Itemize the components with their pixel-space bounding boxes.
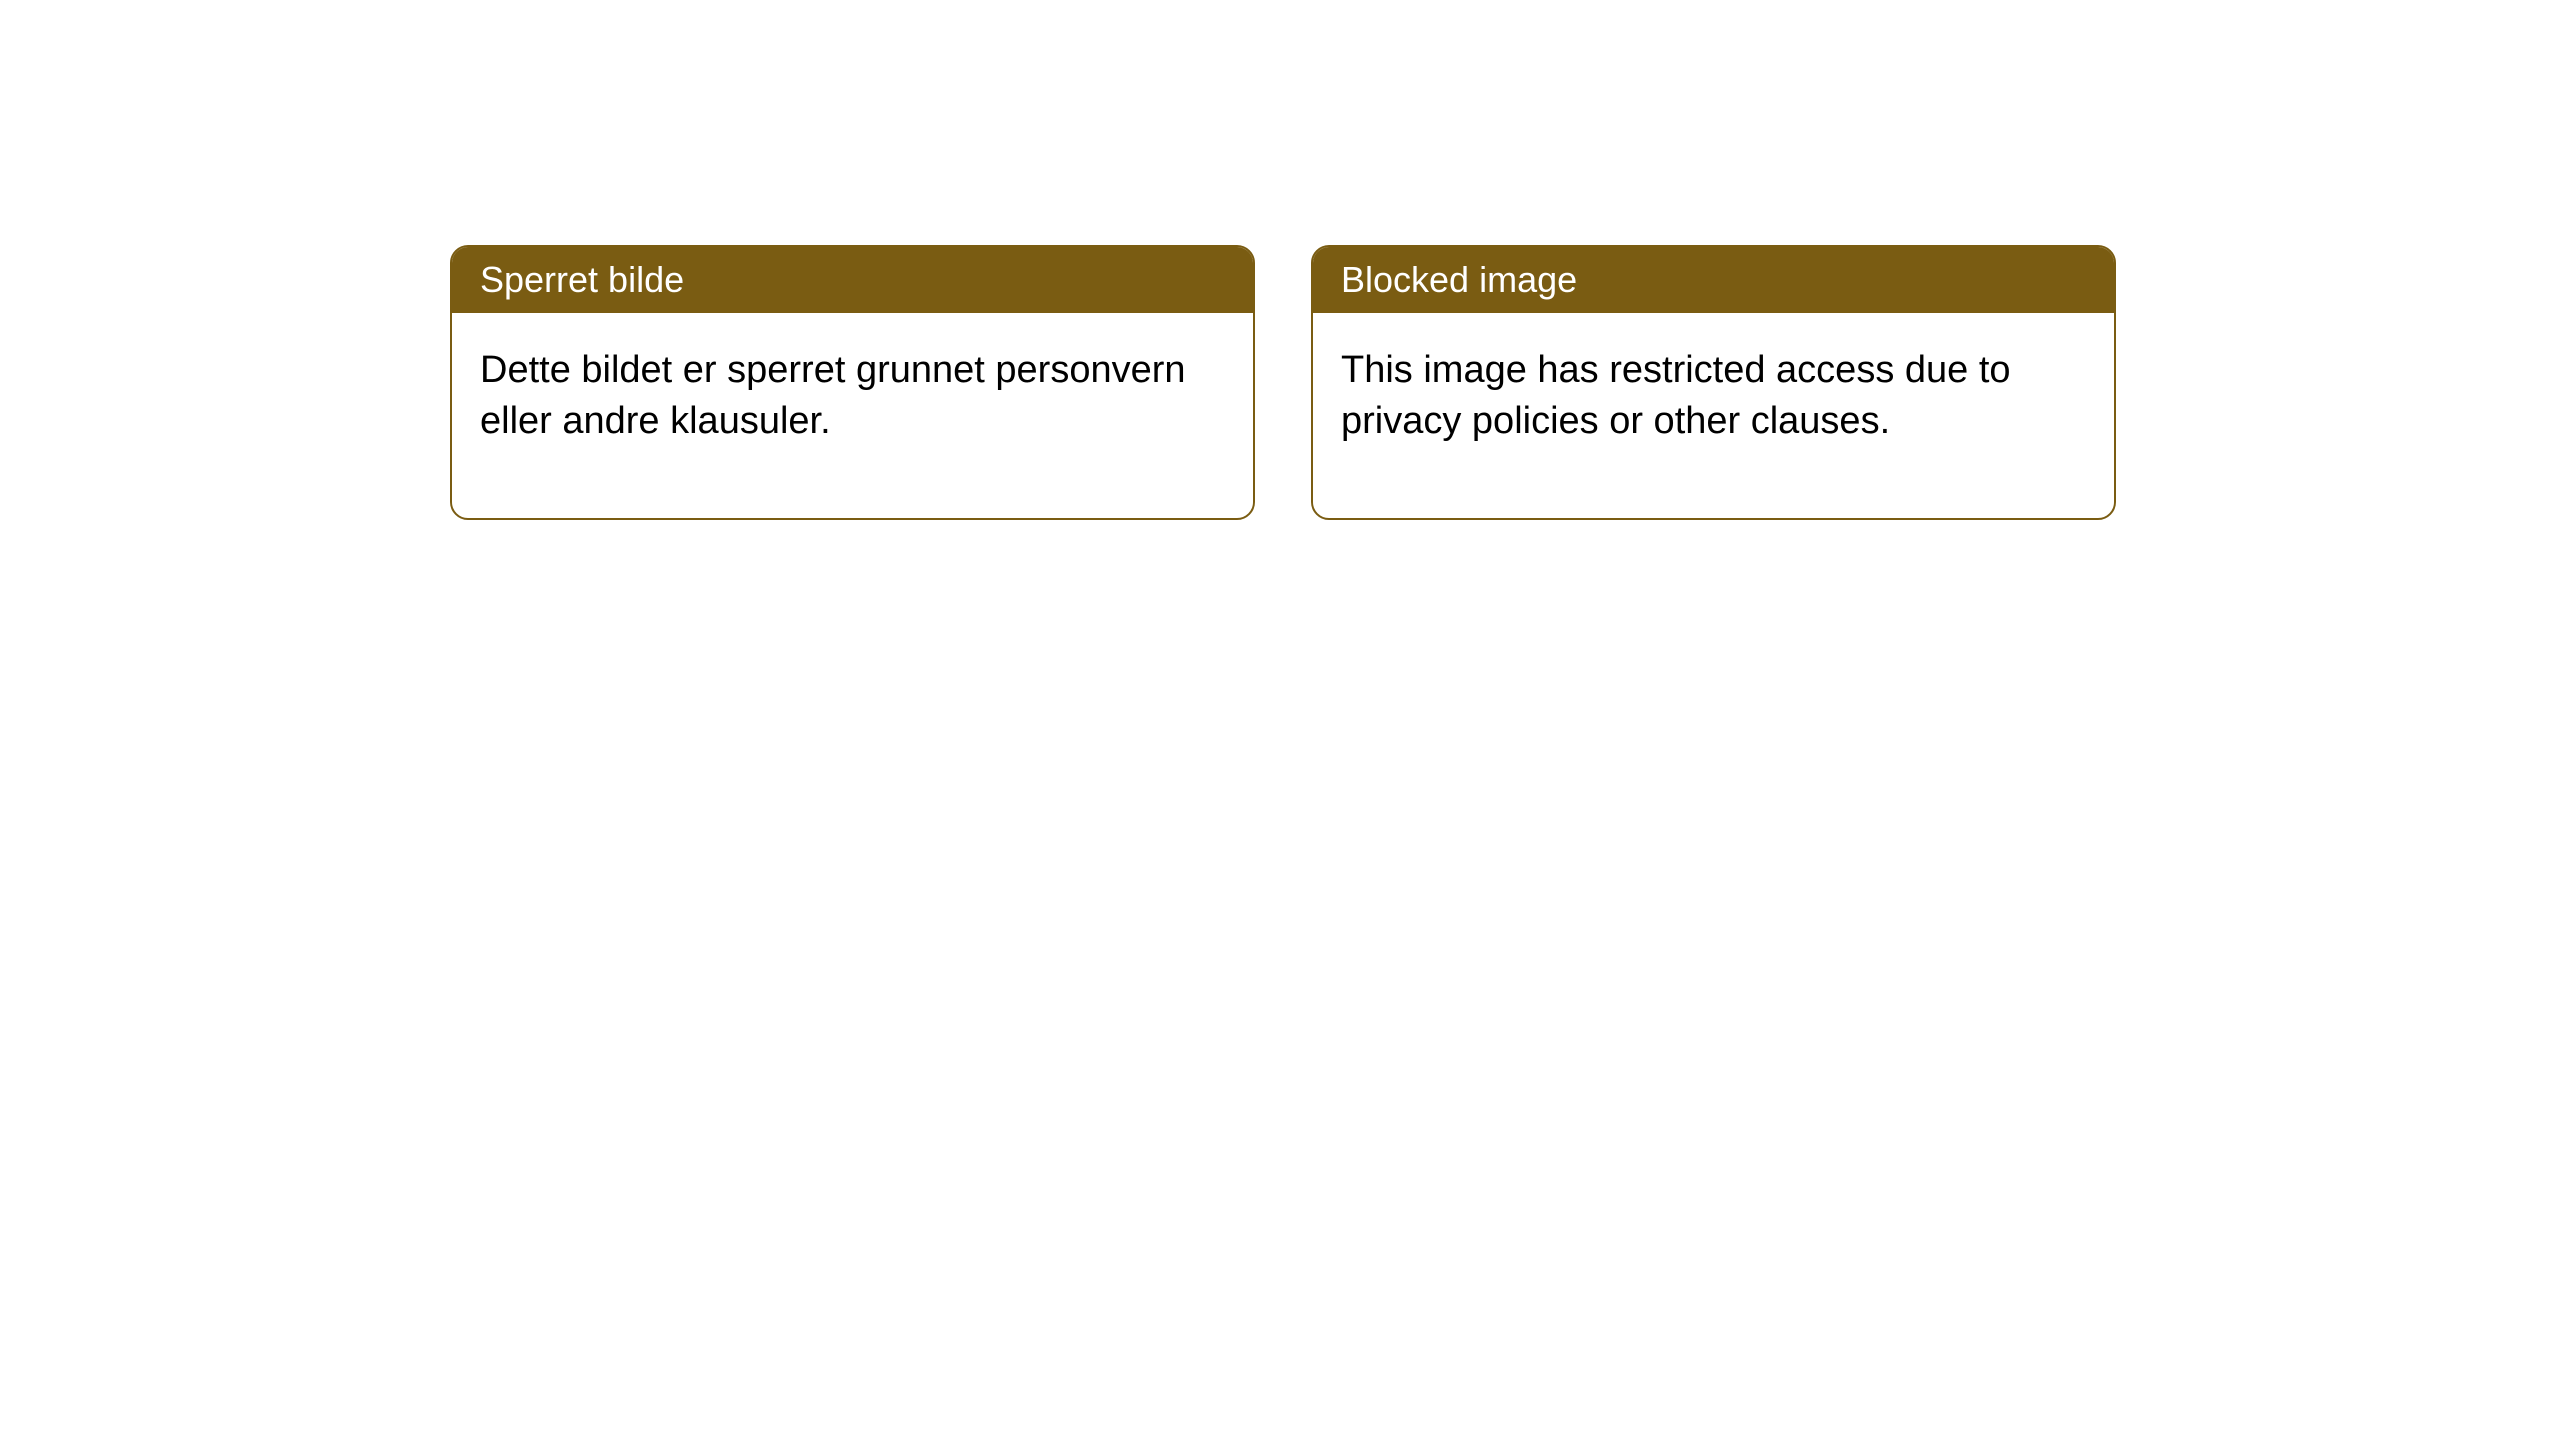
card-body-en: This image has restricted access due to …	[1313, 313, 2114, 518]
card-body-text: Dette bildet er sperret grunnet personve…	[480, 349, 1186, 442]
card-header-no: Sperret bilde	[452, 247, 1253, 313]
card-header-label: Blocked image	[1341, 259, 1577, 300]
card-body-text: This image has restricted access due to …	[1341, 349, 2011, 442]
blocked-image-cards: Sperret bilde Dette bildet er sperret gr…	[450, 245, 2116, 520]
card-header-label: Sperret bilde	[480, 259, 684, 300]
card-body-no: Dette bildet er sperret grunnet personve…	[452, 313, 1253, 518]
card-header-en: Blocked image	[1313, 247, 2114, 313]
blocked-image-card-en: Blocked image This image has restricted …	[1311, 245, 2116, 520]
blocked-image-card-no: Sperret bilde Dette bildet er sperret gr…	[450, 245, 1255, 520]
